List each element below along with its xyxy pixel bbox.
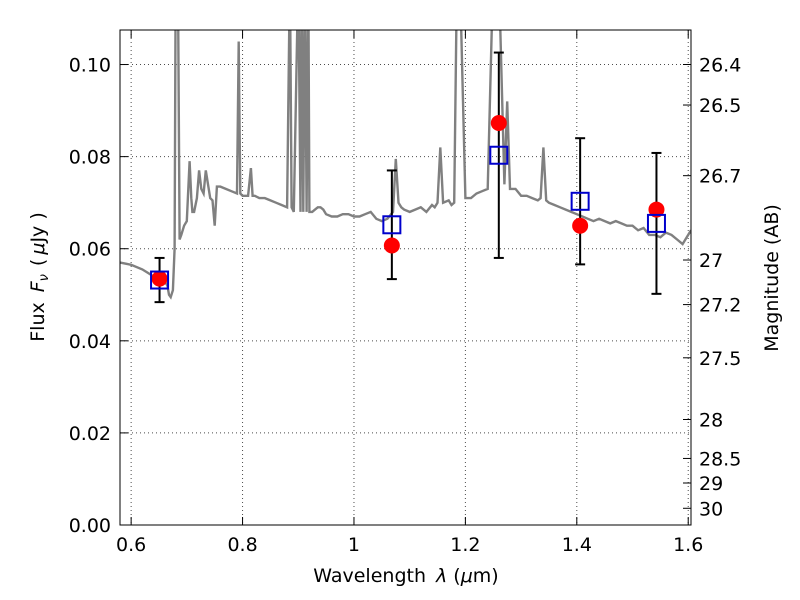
axis-ticks: 0.6 0.8 1 1.2 1.4 1.6 0.00 0.02 0.04 0.06 0.08 0.10…	[69, 30, 741, 556]
x-tick-label: 0.8	[227, 534, 257, 556]
y-tick-label: 0.10	[69, 55, 111, 77]
model-flux-square	[489, 145, 509, 165]
model-spectrum-line	[120, 30, 691, 300]
model-flux-square	[382, 215, 402, 235]
y-tick-label: 0.08	[69, 147, 111, 169]
y-tick-label: 0.06	[69, 239, 111, 261]
x-tick-label: 1.6	[673, 534, 703, 556]
model-flux-square	[646, 213, 666, 233]
model-flux-square	[570, 191, 590, 211]
y2-tick-label: 26.7	[699, 166, 741, 188]
y2-tick-label: 27.2	[699, 295, 741, 317]
observed-flux-point	[383, 237, 400, 254]
grid	[120, 30, 691, 526]
observed-flux-point	[572, 217, 589, 234]
y-axis-label: FluxFν(μJy )	[27, 212, 52, 342]
y2-tick-label: 28.5	[699, 448, 741, 470]
x-tick-label: 1.4	[562, 534, 592, 556]
y2-tick-label: 26.5	[699, 95, 741, 117]
y2-tick-label: 28	[699, 410, 723, 432]
y2-tick-label: 30	[699, 498, 723, 520]
model-flux-square	[150, 270, 170, 290]
data-markers	[150, 51, 666, 304]
observed-flux-point	[648, 201, 665, 218]
x-tick-label: 1.2	[450, 534, 480, 556]
y2-tick-label: 29	[699, 473, 723, 495]
x-tick-label: 0.6	[116, 534, 146, 556]
y2-tick-label: 26.4	[699, 55, 741, 77]
y2-tick-label: 27	[699, 250, 723, 272]
x-tick-label: 1	[348, 534, 360, 556]
observed-flux-point	[151, 270, 168, 287]
y-tick-label: 0.02	[69, 423, 111, 445]
y-tick-label: 0.04	[69, 331, 111, 353]
y2-axis-label: Magnitude (AB)	[761, 204, 783, 352]
observed-flux-point	[490, 115, 507, 132]
y2-tick-label: 27.5	[699, 348, 741, 370]
plot-frame	[119, 29, 692, 526]
x-axis-label: Wavelength λ (μm)	[313, 565, 498, 587]
y-tick-label: 0.00	[69, 515, 111, 537]
